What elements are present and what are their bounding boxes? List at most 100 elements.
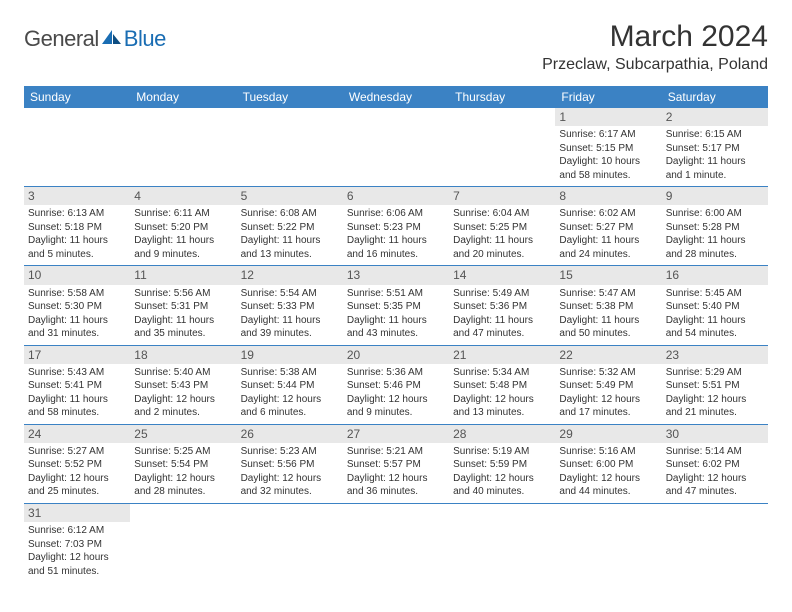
day-daylight1: Daylight: 12 hours <box>241 472 339 486</box>
day-daylight1: Daylight: 12 hours <box>453 472 551 486</box>
day-sunrise: Sunrise: 6:06 AM <box>347 207 445 221</box>
header: General Blue March 2024 Przeclaw, Subcar… <box>24 20 768 74</box>
day-number: 13 <box>343 266 449 284</box>
day-number: 6 <box>343 187 449 205</box>
day-daylight2: and 9 minutes. <box>134 248 232 262</box>
calendar-day-cell: 14Sunrise: 5:49 AMSunset: 5:36 PMDayligh… <box>449 266 555 345</box>
day-daylight2: and 51 minutes. <box>28 565 126 579</box>
day-daylight1: Daylight: 12 hours <box>28 472 126 486</box>
calendar-day-cell <box>555 503 661 582</box>
calendar-week-row: 1Sunrise: 6:17 AMSunset: 5:15 PMDaylight… <box>24 108 768 187</box>
calendar-day-cell: 13Sunrise: 5:51 AMSunset: 5:35 PMDayligh… <box>343 266 449 345</box>
day-sunrise: Sunrise: 5:16 AM <box>559 445 657 459</box>
calendar-day-cell: 23Sunrise: 5:29 AMSunset: 5:51 PMDayligh… <box>662 345 768 424</box>
day-sunrise: Sunrise: 5:40 AM <box>134 366 232 380</box>
day-daylight1: Daylight: 11 hours <box>134 234 232 248</box>
calendar-week-row: 10Sunrise: 5:58 AMSunset: 5:30 PMDayligh… <box>24 266 768 345</box>
day-number: 26 <box>237 425 343 443</box>
day-header: Monday <box>130 86 236 108</box>
day-number: 3 <box>24 187 130 205</box>
day-daylight2: and 1 minute. <box>666 169 764 183</box>
calendar-day-cell <box>130 108 236 187</box>
day-sunrise: Sunrise: 6:15 AM <box>666 128 764 142</box>
day-number: 4 <box>130 187 236 205</box>
day-sunset: Sunset: 5:41 PM <box>28 379 126 393</box>
day-daylight1: Daylight: 12 hours <box>347 472 445 486</box>
day-sunrise: Sunrise: 5:29 AM <box>666 366 764 380</box>
day-number: 22 <box>555 346 661 364</box>
day-sunrise: Sunrise: 5:23 AM <box>241 445 339 459</box>
calendar-week-row: 31Sunrise: 6:12 AMSunset: 7:03 PMDayligh… <box>24 503 768 582</box>
day-sunset: Sunset: 5:36 PM <box>453 300 551 314</box>
day-number: 7 <box>449 187 555 205</box>
day-number: 29 <box>555 425 661 443</box>
calendar-day-cell: 28Sunrise: 5:19 AMSunset: 5:59 PMDayligh… <box>449 424 555 503</box>
day-number: 1 <box>555 108 661 126</box>
calendar-day-cell: 24Sunrise: 5:27 AMSunset: 5:52 PMDayligh… <box>24 424 130 503</box>
calendar-day-cell <box>24 108 130 187</box>
day-sunset: Sunset: 6:00 PM <box>559 458 657 472</box>
calendar-day-cell: 12Sunrise: 5:54 AMSunset: 5:33 PMDayligh… <box>237 266 343 345</box>
day-daylight2: and 44 minutes. <box>559 485 657 499</box>
day-header: Saturday <box>662 86 768 108</box>
calendar-day-cell: 15Sunrise: 5:47 AMSunset: 5:38 PMDayligh… <box>555 266 661 345</box>
day-sunset: Sunset: 5:54 PM <box>134 458 232 472</box>
calendar-day-cell: 26 Sunrise: 5:23 AMSunset: 5:56 PMDayligh… <box>237 424 343 503</box>
day-sunrise: Sunrise: 6:12 AM <box>28 524 126 538</box>
day-daylight2: and 5 minutes. <box>28 248 126 262</box>
day-sunrise: Sunrise: 5:38 AM <box>241 366 339 380</box>
day-daylight1: Daylight: 12 hours <box>666 393 764 407</box>
calendar-day-cell <box>237 503 343 582</box>
calendar-week-row: 24Sunrise: 5:27 AMSunset: 5:52 PMDayligh… <box>24 424 768 503</box>
day-sunrise: Sunrise: 5:14 AM <box>666 445 764 459</box>
day-daylight1: Daylight: 12 hours <box>134 472 232 486</box>
day-sunset: Sunset: 5:56 PM <box>241 458 339 472</box>
day-number: 11 <box>130 266 236 284</box>
day-daylight1: Daylight: 11 hours <box>559 314 657 328</box>
calendar-day-cell: 7 Sunrise: 6:04 AMSunset: 5:25 PMDaylight… <box>449 187 555 266</box>
day-sunset: Sunset: 5:35 PM <box>347 300 445 314</box>
day-daylight2: and 58 minutes. <box>559 169 657 183</box>
day-daylight2: and 58 minutes. <box>28 406 126 420</box>
calendar-day-cell: 9Sunrise: 6:00 AMSunset: 5:28 PMDaylight… <box>662 187 768 266</box>
day-daylight2: and 21 minutes. <box>666 406 764 420</box>
calendar-day-cell: 16Sunrise: 5:45 AMSunset: 5:40 PMDayligh… <box>662 266 768 345</box>
day-daylight1: Daylight: 12 hours <box>559 393 657 407</box>
day-daylight1: Daylight: 11 hours <box>241 314 339 328</box>
day-daylight2: and 32 minutes. <box>241 485 339 499</box>
day-number: 10 <box>24 266 130 284</box>
day-sunrise: Sunrise: 5:51 AM <box>347 287 445 301</box>
day-sunset: Sunset: 5:40 PM <box>666 300 764 314</box>
logo: General Blue <box>24 26 166 52</box>
day-number: 17 <box>24 346 130 364</box>
day-daylight1: Daylight: 12 hours <box>28 551 126 565</box>
day-sunset: Sunset: 5:23 PM <box>347 221 445 235</box>
day-daylight1: Daylight: 11 hours <box>453 234 551 248</box>
calendar-day-cell <box>662 503 768 582</box>
day-sunset: Sunset: 5:25 PM <box>453 221 551 235</box>
day-number: 21 <box>449 346 555 364</box>
day-daylight2: and 47 minutes. <box>666 485 764 499</box>
day-sunrise: Sunrise: 5:54 AM <box>241 287 339 301</box>
day-daylight2: and 6 minutes. <box>241 406 339 420</box>
day-number: 5 <box>237 187 343 205</box>
day-daylight1: Daylight: 11 hours <box>559 234 657 248</box>
day-sunrise: Sunrise: 6:04 AM <box>453 207 551 221</box>
day-daylight2: and 24 minutes. <box>559 248 657 262</box>
day-number: 18 <box>130 346 236 364</box>
day-sunset: Sunset: 6:02 PM <box>666 458 764 472</box>
day-daylight1: Daylight: 12 hours <box>134 393 232 407</box>
day-sunrise: Sunrise: 5:45 AM <box>666 287 764 301</box>
day-sunset: Sunset: 5:30 PM <box>28 300 126 314</box>
calendar-day-cell: 2Sunrise: 6:15 AMSunset: 5:17 PMDaylight… <box>662 108 768 187</box>
day-sunset: Sunset: 5:44 PM <box>241 379 339 393</box>
calendar-day-cell: 17Sunrise: 5:43 AMSunset: 5:41 PMDayligh… <box>24 345 130 424</box>
day-sunset: Sunset: 5:38 PM <box>559 300 657 314</box>
calendar-day-cell: 1Sunrise: 6:17 AMSunset: 5:15 PMDaylight… <box>555 108 661 187</box>
day-sunrise: Sunrise: 6:11 AM <box>134 207 232 221</box>
calendar-day-cell: 11Sunrise: 5:56 AMSunset: 5:31 PMDayligh… <box>130 266 236 345</box>
calendar-day-cell: 10Sunrise: 5:58 AMSunset: 5:30 PMDayligh… <box>24 266 130 345</box>
day-number: 27 <box>343 425 449 443</box>
day-daylight2: and 13 minutes. <box>453 406 551 420</box>
day-daylight1: Daylight: 12 hours <box>453 393 551 407</box>
